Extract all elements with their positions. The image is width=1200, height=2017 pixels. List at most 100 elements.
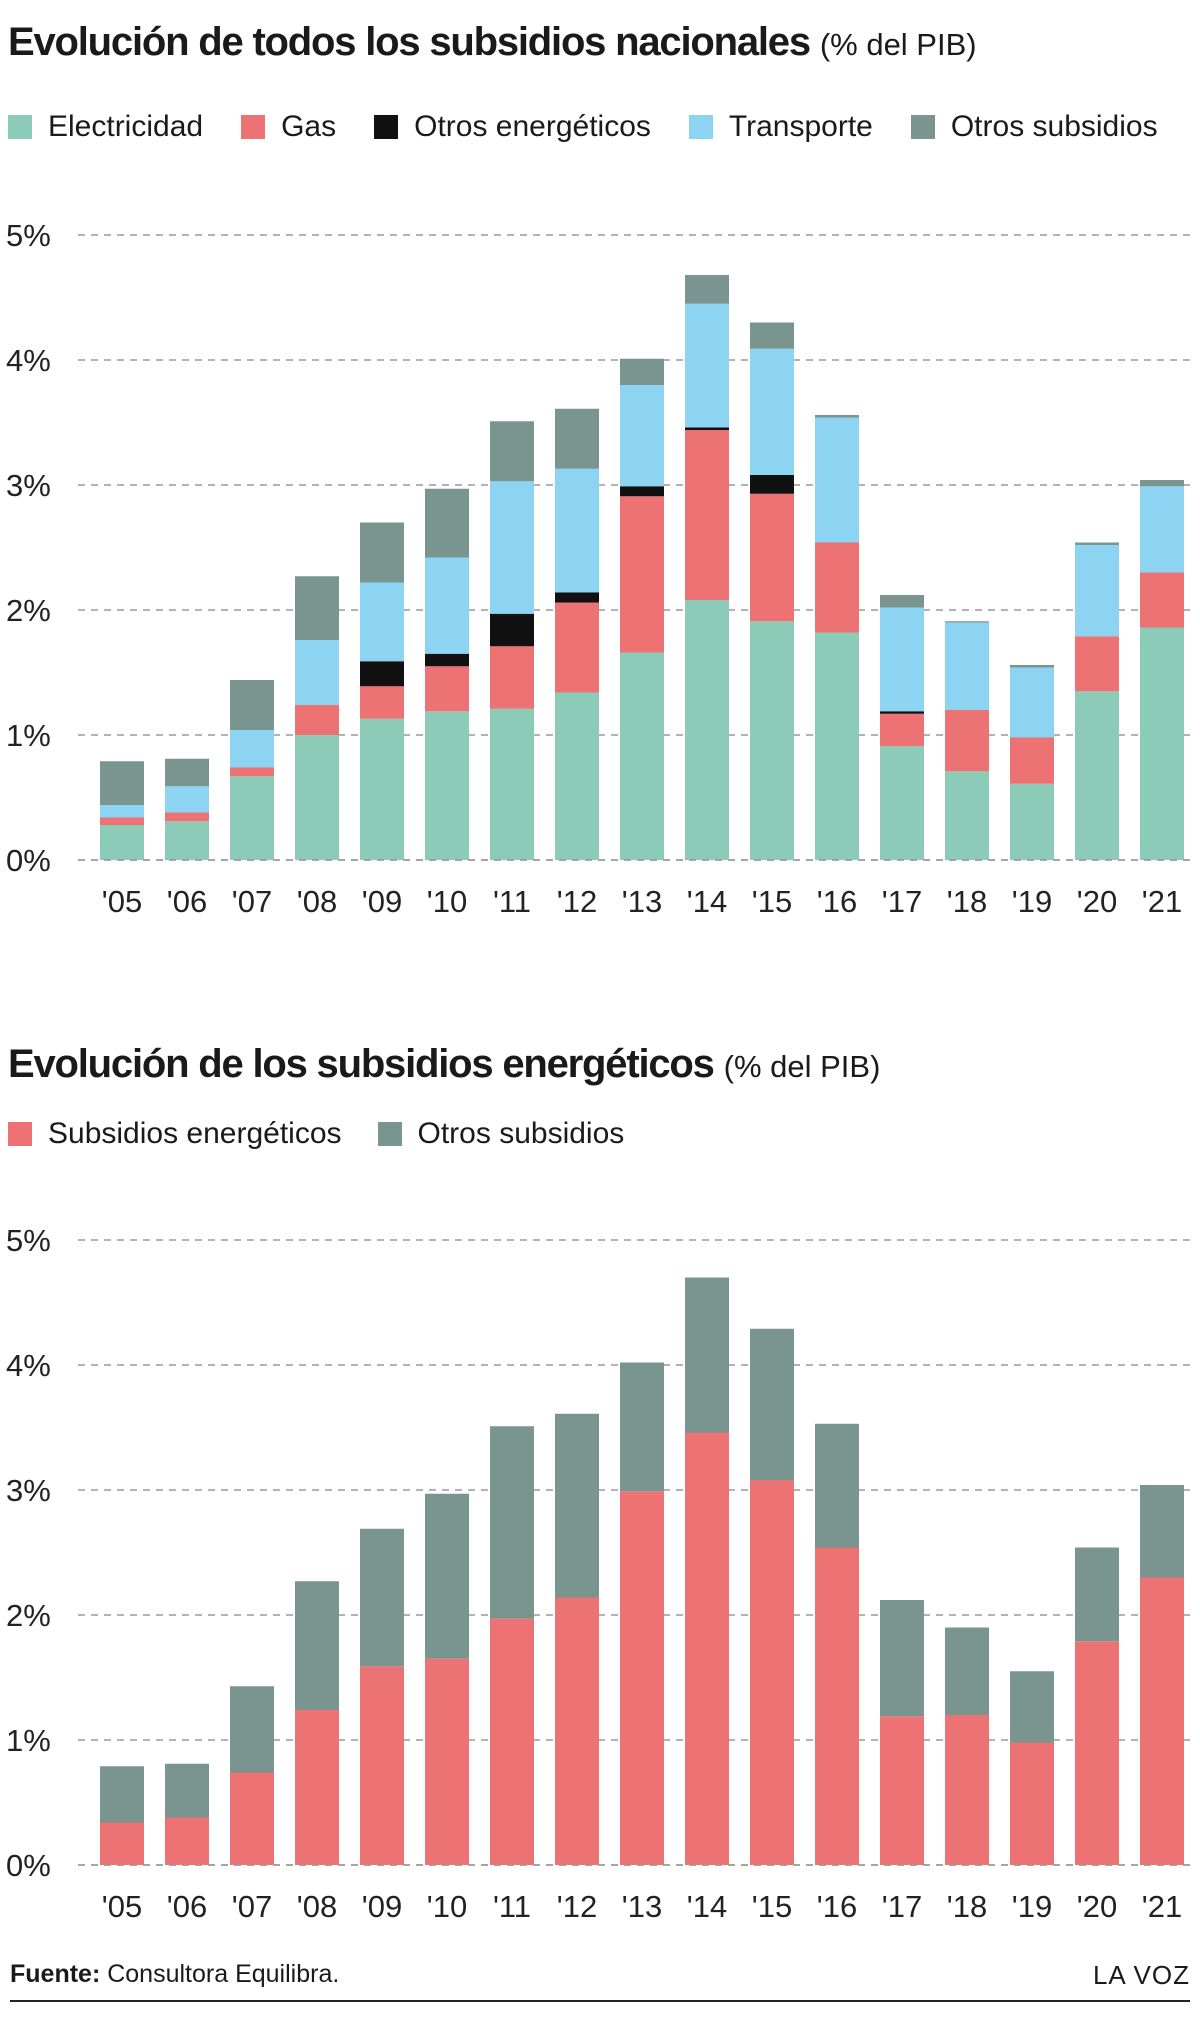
chart1-xtick-label: '10 (427, 884, 467, 919)
chart1-bar-gas-05 (100, 817, 144, 825)
chart2-bar-subsidios-energeticos-11 (490, 1618, 534, 1865)
chart1-bar-electricidad-13 (620, 652, 664, 860)
chart1-bar-electricidad-20 (1075, 691, 1119, 860)
chart1-bar-gas-11 (490, 646, 534, 709)
chart1-ytick-label: 1% (6, 718, 51, 753)
chart2-bar-subsidios-energeticos-05 (100, 1822, 144, 1865)
legend-label: Otros subsidios (417, 1117, 625, 1150)
chart1-xtick-label: '15 (752, 884, 792, 919)
chart1-bar-otros-subsidios-21 (1140, 480, 1184, 487)
legend-swatch (8, 115, 32, 139)
chart1-xtick-label: '08 (297, 884, 337, 919)
chart2-xtick-label: '18 (947, 1889, 987, 1924)
chart1-bar-otros-subsidios-07 (230, 680, 274, 730)
chart2-bar-subsidios-energeticos-17 (880, 1716, 924, 1865)
chart1-bar-transporte-10 (425, 557, 469, 654)
chart1-legend-item-transporte: Transporte (688, 110, 873, 144)
chart1-bar-electricidad-05 (100, 825, 144, 860)
chart1-ytick-label: 2% (6, 593, 51, 628)
chart1-bar-transporte-21 (1140, 486, 1184, 573)
chart1-bar-electricidad-16 (815, 632, 859, 860)
chart2-bar-otros-subsidios-17 (880, 1600, 924, 1717)
chart2-bar-otros-subsidios-05 (100, 1766, 144, 1823)
chart1-xtick-label: '21 (1142, 884, 1182, 919)
chart1-ytick-label: 4% (6, 343, 51, 378)
chart2-ytick-label: 5% (6, 1223, 51, 1258)
chart2-bar-otros-subsidios-10 (425, 1493, 469, 1659)
chart1-ytick-label: 3% (6, 468, 51, 503)
chart1-xtick-label: '05 (102, 884, 142, 919)
chart2-xtick-label: '20 (1077, 1889, 1117, 1924)
chart2-xtick-label: '13 (622, 1889, 662, 1924)
chart2-title: Evolución de los subsidios energéticos (… (8, 1042, 880, 1087)
chart2-legend-item-otros-subsidios: Otros subsidios (377, 1117, 625, 1151)
chart1-bar-electricidad-09 (360, 718, 404, 860)
chart2-bar-subsidios-energeticos-07 (230, 1772, 274, 1865)
chart2-ytick-label: 2% (6, 1598, 51, 1633)
chart1-bar-otros-energeticos-09 (360, 661, 404, 687)
chart1-bar-otros-subsidios-14 (685, 275, 729, 304)
chart1-xtick-label: '18 (947, 884, 987, 919)
chart2-bar-otros-subsidios-20 (1075, 1547, 1119, 1642)
legend-label: Otros energéticos (414, 110, 651, 143)
chart2-xtick-label: '19 (1012, 1889, 1052, 1924)
chart2-bar-otros-subsidios-16 (815, 1423, 859, 1548)
chart1-bar-electricidad-06 (165, 821, 209, 860)
chart1-title: Evolución de todos los subsidios naciona… (8, 20, 977, 65)
chart1-bar-gas-21 (1140, 572, 1184, 628)
chart1-bar-gas-06 (165, 812, 209, 822)
chart1-bar-electricidad-08 (295, 735, 339, 860)
chart1-bar-transporte-14 (685, 303, 729, 428)
chart2-plot: 0% 1% 2% 3% 4% 5% '05 '06 '07 '08 '09 '10 '11 '12 '13 '… (6, 1223, 1190, 1924)
chart2-bar-otros-subsidios-21 (1140, 1485, 1184, 1578)
chart2-title-text: Evolución de los subsidios energéticos (8, 1042, 715, 1086)
chart1-bar-otros-energeticos-15 (750, 475, 794, 494)
chart1-bar-otros-subsidios-17 (880, 595, 924, 608)
chart1-bar-transporte-12 (555, 468, 599, 593)
chart1-bar-otros-energeticos-14 (685, 427, 729, 430)
chart1-bar-otros-energeticos-17 (880, 711, 924, 714)
chart1-bar-otros-subsidios-16 (815, 415, 859, 418)
chart1-bar-electricidad-17 (880, 746, 924, 860)
chart1-bar-transporte-05 (100, 805, 144, 818)
chart1-bar-transporte-08 (295, 640, 339, 705)
chart1-title-unit: (% del PIB) (819, 27, 977, 62)
chart1-bar-gas-16 (815, 542, 859, 633)
chart1-bar-electricidad-10 (425, 711, 469, 860)
chart2-bar-subsidios-energeticos-16 (815, 1547, 859, 1865)
chart2-xtick-label: '17 (882, 1889, 922, 1924)
chart1-bar-transporte-20 (1075, 545, 1119, 637)
chart1-bar-electricidad-18 (945, 771, 989, 860)
chart2-bar-otros-subsidios-13 (620, 1362, 664, 1492)
chart2-xtick-label: '21 (1142, 1889, 1182, 1924)
chart1-bar-otros-subsidios-20 (1075, 542, 1119, 545)
chart1-xtick-label: '07 (232, 884, 272, 919)
chart2-bar-subsidios-energeticos-15 (750, 1480, 794, 1865)
chart2-bar-otros-subsidios-15 (750, 1328, 794, 1480)
chart1-bar-transporte-09 (360, 582, 404, 662)
legend-swatch (377, 1122, 402, 1146)
chart2-xtick-label: '11 (493, 1889, 531, 1924)
chart1-bar-transporte-11 (490, 481, 534, 614)
chart2-bar-subsidios-energeticos-12 (555, 1597, 599, 1865)
chart1-bar-gas-15 (750, 493, 794, 622)
chart1-bar-electricidad-07 (230, 776, 274, 860)
chart1-xtick-label: '09 (362, 884, 402, 919)
chart1-xtick-label: '13 (622, 884, 662, 919)
chart2-xtick-label: '15 (752, 1889, 792, 1924)
chart1-xtick-label: '19 (1012, 884, 1052, 919)
chart2-legend: Subsidios energéticos Otros subsidios (8, 1117, 660, 1151)
chart1-bar-transporte-16 (815, 417, 859, 543)
legend-swatch (241, 115, 266, 139)
chart1-bar-gas-08 (295, 705, 339, 735)
chart1-bar-otros-subsidios-11 (490, 421, 534, 482)
chart1-bar-transporte-19 (1010, 667, 1054, 738)
chart1-bar-gas-18 (945, 710, 989, 772)
chart2-bar-subsidios-energeticos-10 (425, 1658, 469, 1865)
legend-label: Transporte (728, 110, 873, 143)
chart2-ytick-label: 0% (6, 1848, 51, 1883)
footer: Fuente: Consultora Equilibra. LA VOZ (10, 1960, 1190, 2002)
chart1-bar-transporte-07 (230, 730, 274, 768)
chart1-bar-gas-07 (230, 767, 274, 777)
chart2-bar-subsidios-energeticos-06 (165, 1817, 209, 1865)
